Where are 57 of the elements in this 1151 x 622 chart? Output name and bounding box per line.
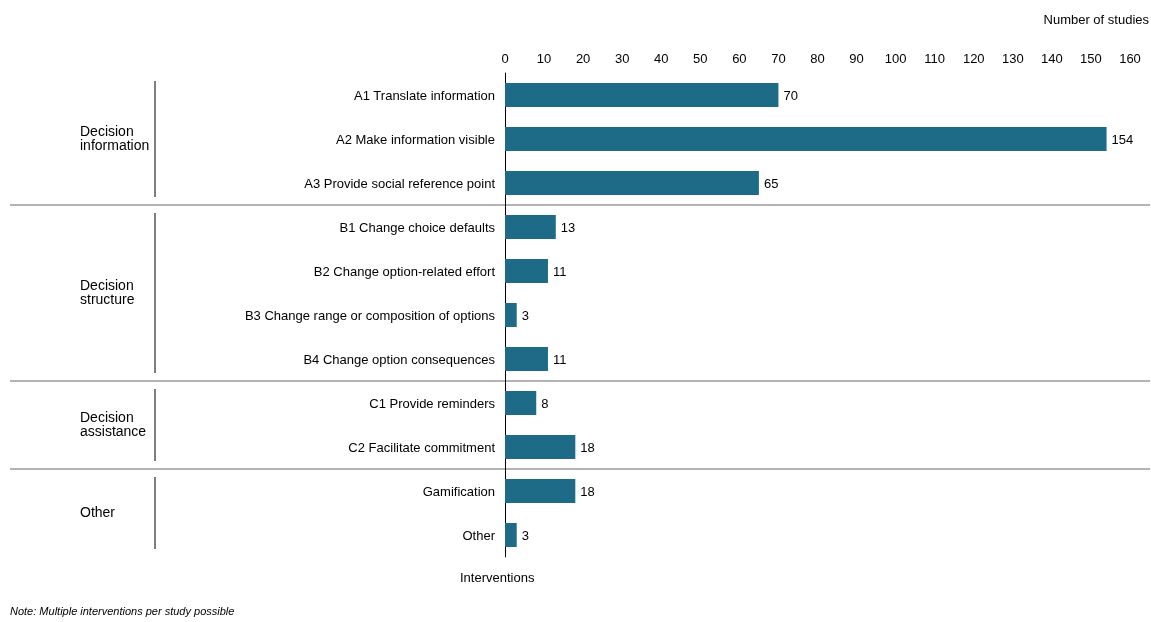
y-axis-title: Interventions — [460, 570, 535, 585]
bar — [505, 435, 576, 459]
x-tick-label: 140 — [1041, 51, 1063, 66]
bar — [505, 127, 1107, 151]
x-tick-label: 60 — [732, 51, 747, 66]
x-tick-label: 100 — [884, 51, 907, 66]
bar — [505, 259, 548, 283]
x-tick-label: 10 — [536, 51, 552, 66]
y-tick-label: C2 Facilitate commitment — [348, 439, 496, 455]
data-label: 11 — [552, 263, 567, 279]
text: Other — [80, 504, 116, 520]
x-tick-label: 50 — [693, 51, 708, 66]
data-label: 8 — [541, 395, 549, 411]
y-tick-label: B4 Change option consequences — [303, 351, 496, 367]
y-tick-label: A3 Provide social reference point — [304, 175, 496, 191]
x-tick-label: 70 — [771, 51, 786, 66]
x-tick-label: 150 — [1080, 51, 1102, 66]
data-label: 11 — [552, 351, 567, 367]
data-label: 65 — [763, 175, 779, 191]
bar — [505, 83, 779, 107]
bar — [505, 391, 537, 415]
data-label: 70 — [783, 87, 798, 103]
text: Decision structure — [80, 277, 135, 307]
data-label: 18 — [580, 439, 595, 455]
x-tick-label: 130 — [1001, 51, 1024, 66]
x-tick-label: 110 — [924, 51, 946, 66]
y-tick-label: A2 Make information visible — [336, 131, 495, 147]
bar — [505, 523, 517, 547]
y-tick-label: B3 Change range or composition of options — [244, 307, 496, 323]
text: Decision assistance — [80, 409, 147, 439]
y-tick-label: B2 Change option-related effort — [313, 263, 496, 279]
x-tick-label: 30 — [614, 51, 630, 66]
x-tick-label: 20 — [575, 51, 591, 66]
x-axis-title: Number of studies — [1043, 12, 1150, 27]
y-tick-label: Other — [462, 527, 496, 543]
x-tick-label: 40 — [654, 51, 669, 66]
data-label: 13 — [560, 219, 576, 235]
bar — [505, 303, 517, 327]
data-label: 3 — [521, 527, 529, 543]
x-tick-label: 0 — [501, 51, 509, 66]
x-tick-label: 80 — [810, 51, 825, 66]
y-tick-label: Gamification — [422, 483, 495, 499]
x-tick-label: 120 — [962, 51, 985, 66]
bar — [505, 171, 759, 195]
data-label: 3 — [521, 307, 529, 323]
bar — [505, 347, 548, 371]
data-label: 18 — [580, 483, 595, 499]
y-tick-label: B1 Change choice defaults — [339, 219, 496, 235]
x-tick-label: 160 — [1119, 51, 1141, 66]
y-tick-label: A1 Translate information — [354, 87, 495, 103]
bar — [505, 215, 556, 239]
text: Decision information — [80, 123, 150, 153]
text: Note: Multiple interventions per study possible — [10, 604, 235, 617]
y-tick-label: C1 Provide reminders — [369, 395, 496, 411]
data-label: 154 — [1111, 131, 1134, 147]
x-tick-label: 90 — [849, 51, 864, 66]
bar — [505, 479, 576, 503]
